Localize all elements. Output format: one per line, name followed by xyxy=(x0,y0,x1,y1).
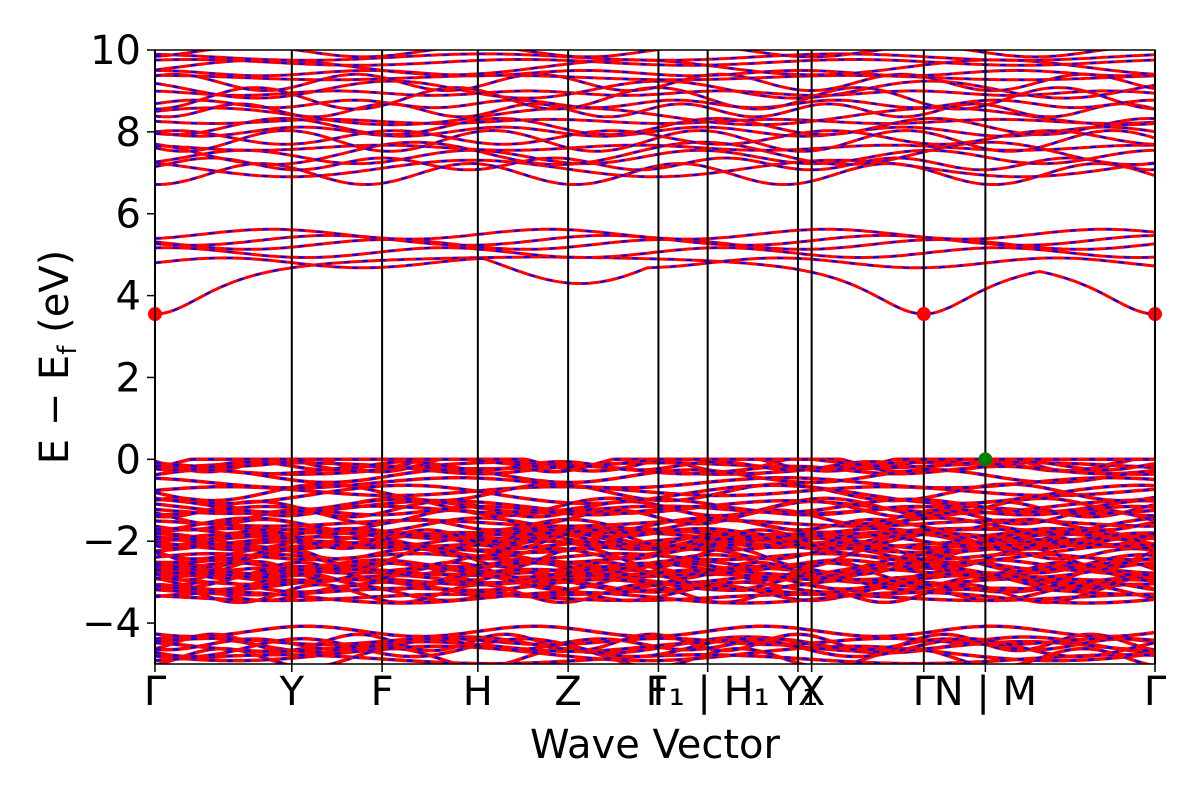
y-axis-ticks: −4 −2 0 2 4 6 8 10 xyxy=(82,28,155,647)
band-line-red xyxy=(155,128,1155,153)
x-tick-label: Γ xyxy=(913,669,936,715)
x-tick-label: Γ xyxy=(144,669,167,715)
band-line-blue xyxy=(155,637,1155,658)
band-line-red xyxy=(155,624,1155,639)
y-tick-label: −2 xyxy=(82,519,141,565)
band-line-blue xyxy=(155,255,1155,316)
y-tick-label: 6 xyxy=(116,192,141,238)
band-line-red xyxy=(155,246,1155,259)
band-line-blue xyxy=(155,159,1155,178)
x-tick-label: H xyxy=(463,669,493,715)
band-line-blue xyxy=(155,653,1155,664)
band-line-blue xyxy=(155,547,1155,561)
band-line-blue xyxy=(155,144,1155,152)
y-tick-label: 2 xyxy=(116,355,141,401)
x-tick-label: Y₁ xyxy=(777,669,818,715)
band-line-blue xyxy=(155,52,1155,62)
band-line-blue xyxy=(155,238,1155,251)
y-tick-label: 8 xyxy=(116,110,141,156)
band-line-blue xyxy=(155,531,1155,542)
band-line-blue xyxy=(155,539,1155,548)
vbm-marker xyxy=(978,452,993,467)
band-line-blue xyxy=(155,460,1155,476)
band-line-blue xyxy=(155,591,1155,605)
band-line-blue xyxy=(155,460,1155,472)
band-line-blue xyxy=(155,578,1155,592)
y-axis-label-subscript: f xyxy=(53,345,83,355)
plot-frame xyxy=(154,49,1156,665)
band-line-blue xyxy=(155,561,1155,571)
x-tick-label: Y xyxy=(279,669,305,715)
band-line-blue xyxy=(155,637,1155,651)
band-line-blue xyxy=(155,637,1155,646)
band-line-blue xyxy=(155,74,1155,81)
band-line-blue xyxy=(155,234,1155,247)
band-line-blue xyxy=(155,531,1155,550)
band-line-blue xyxy=(155,149,1155,165)
band-line-blue xyxy=(155,476,1155,490)
band-line-blue xyxy=(155,58,1155,76)
band-line-red xyxy=(155,528,1155,551)
y-tick-label: 0 xyxy=(116,437,141,483)
band-line-blue xyxy=(155,505,1155,517)
band-line-blue xyxy=(155,117,1155,136)
band-line-blue xyxy=(155,508,1155,526)
band-line-blue xyxy=(155,527,1155,538)
y-tick-label: −4 xyxy=(82,601,141,647)
cbm-marker xyxy=(916,307,931,322)
band-line-blue xyxy=(155,532,1155,549)
band-line-blue xyxy=(155,256,1155,285)
band-line-red xyxy=(155,50,1115,59)
band-line-blue xyxy=(155,129,1155,146)
band-line-blue xyxy=(155,141,1155,166)
band-line-blue xyxy=(155,518,1155,532)
band-line-blue xyxy=(155,498,1155,514)
y-tick-label: 4 xyxy=(116,274,141,320)
band-line-blue xyxy=(155,587,1155,597)
band-line-blue xyxy=(155,519,1155,528)
x-tick-label: Γ xyxy=(1144,669,1167,715)
band-line-blue xyxy=(155,69,1155,77)
x-tick-label: I xyxy=(653,669,665,715)
band-line-blue xyxy=(155,50,1111,58)
y-axis-label-unit: (eV) xyxy=(32,250,78,346)
band-line-blue xyxy=(155,228,1155,241)
extrema-markers xyxy=(148,307,1162,467)
band-line-blue xyxy=(155,458,1155,468)
x-tick-label: N | M xyxy=(934,669,1037,715)
x-tick-label: F xyxy=(371,669,394,715)
band-line-blue xyxy=(155,625,1155,638)
band-line-blue xyxy=(155,246,1155,259)
y-axis-label: E − Ef (eV) xyxy=(32,250,83,465)
band-line-blue xyxy=(155,552,1155,561)
band-line-blue xyxy=(155,468,1155,484)
y-tick-label: 10 xyxy=(90,28,141,74)
band-line-blue xyxy=(155,106,1155,126)
band-line-blue xyxy=(155,516,1155,534)
band-line-blue xyxy=(155,484,1155,505)
bands-layer xyxy=(155,50,1155,664)
band-line-blue xyxy=(155,156,1155,171)
band-line-blue xyxy=(155,635,1155,655)
band-line-blue xyxy=(155,126,1155,138)
x-tick-label: Z xyxy=(554,669,581,715)
band-line-blue xyxy=(155,546,1155,569)
band-line-blue xyxy=(155,58,1155,67)
x-tick-label: F₁ | H₁ xyxy=(646,669,770,715)
x-tick-label: X xyxy=(798,669,825,715)
band-line-blue xyxy=(155,562,1155,579)
band-line-blue xyxy=(155,73,1155,92)
x-axis-label: Wave Vector xyxy=(530,722,781,768)
